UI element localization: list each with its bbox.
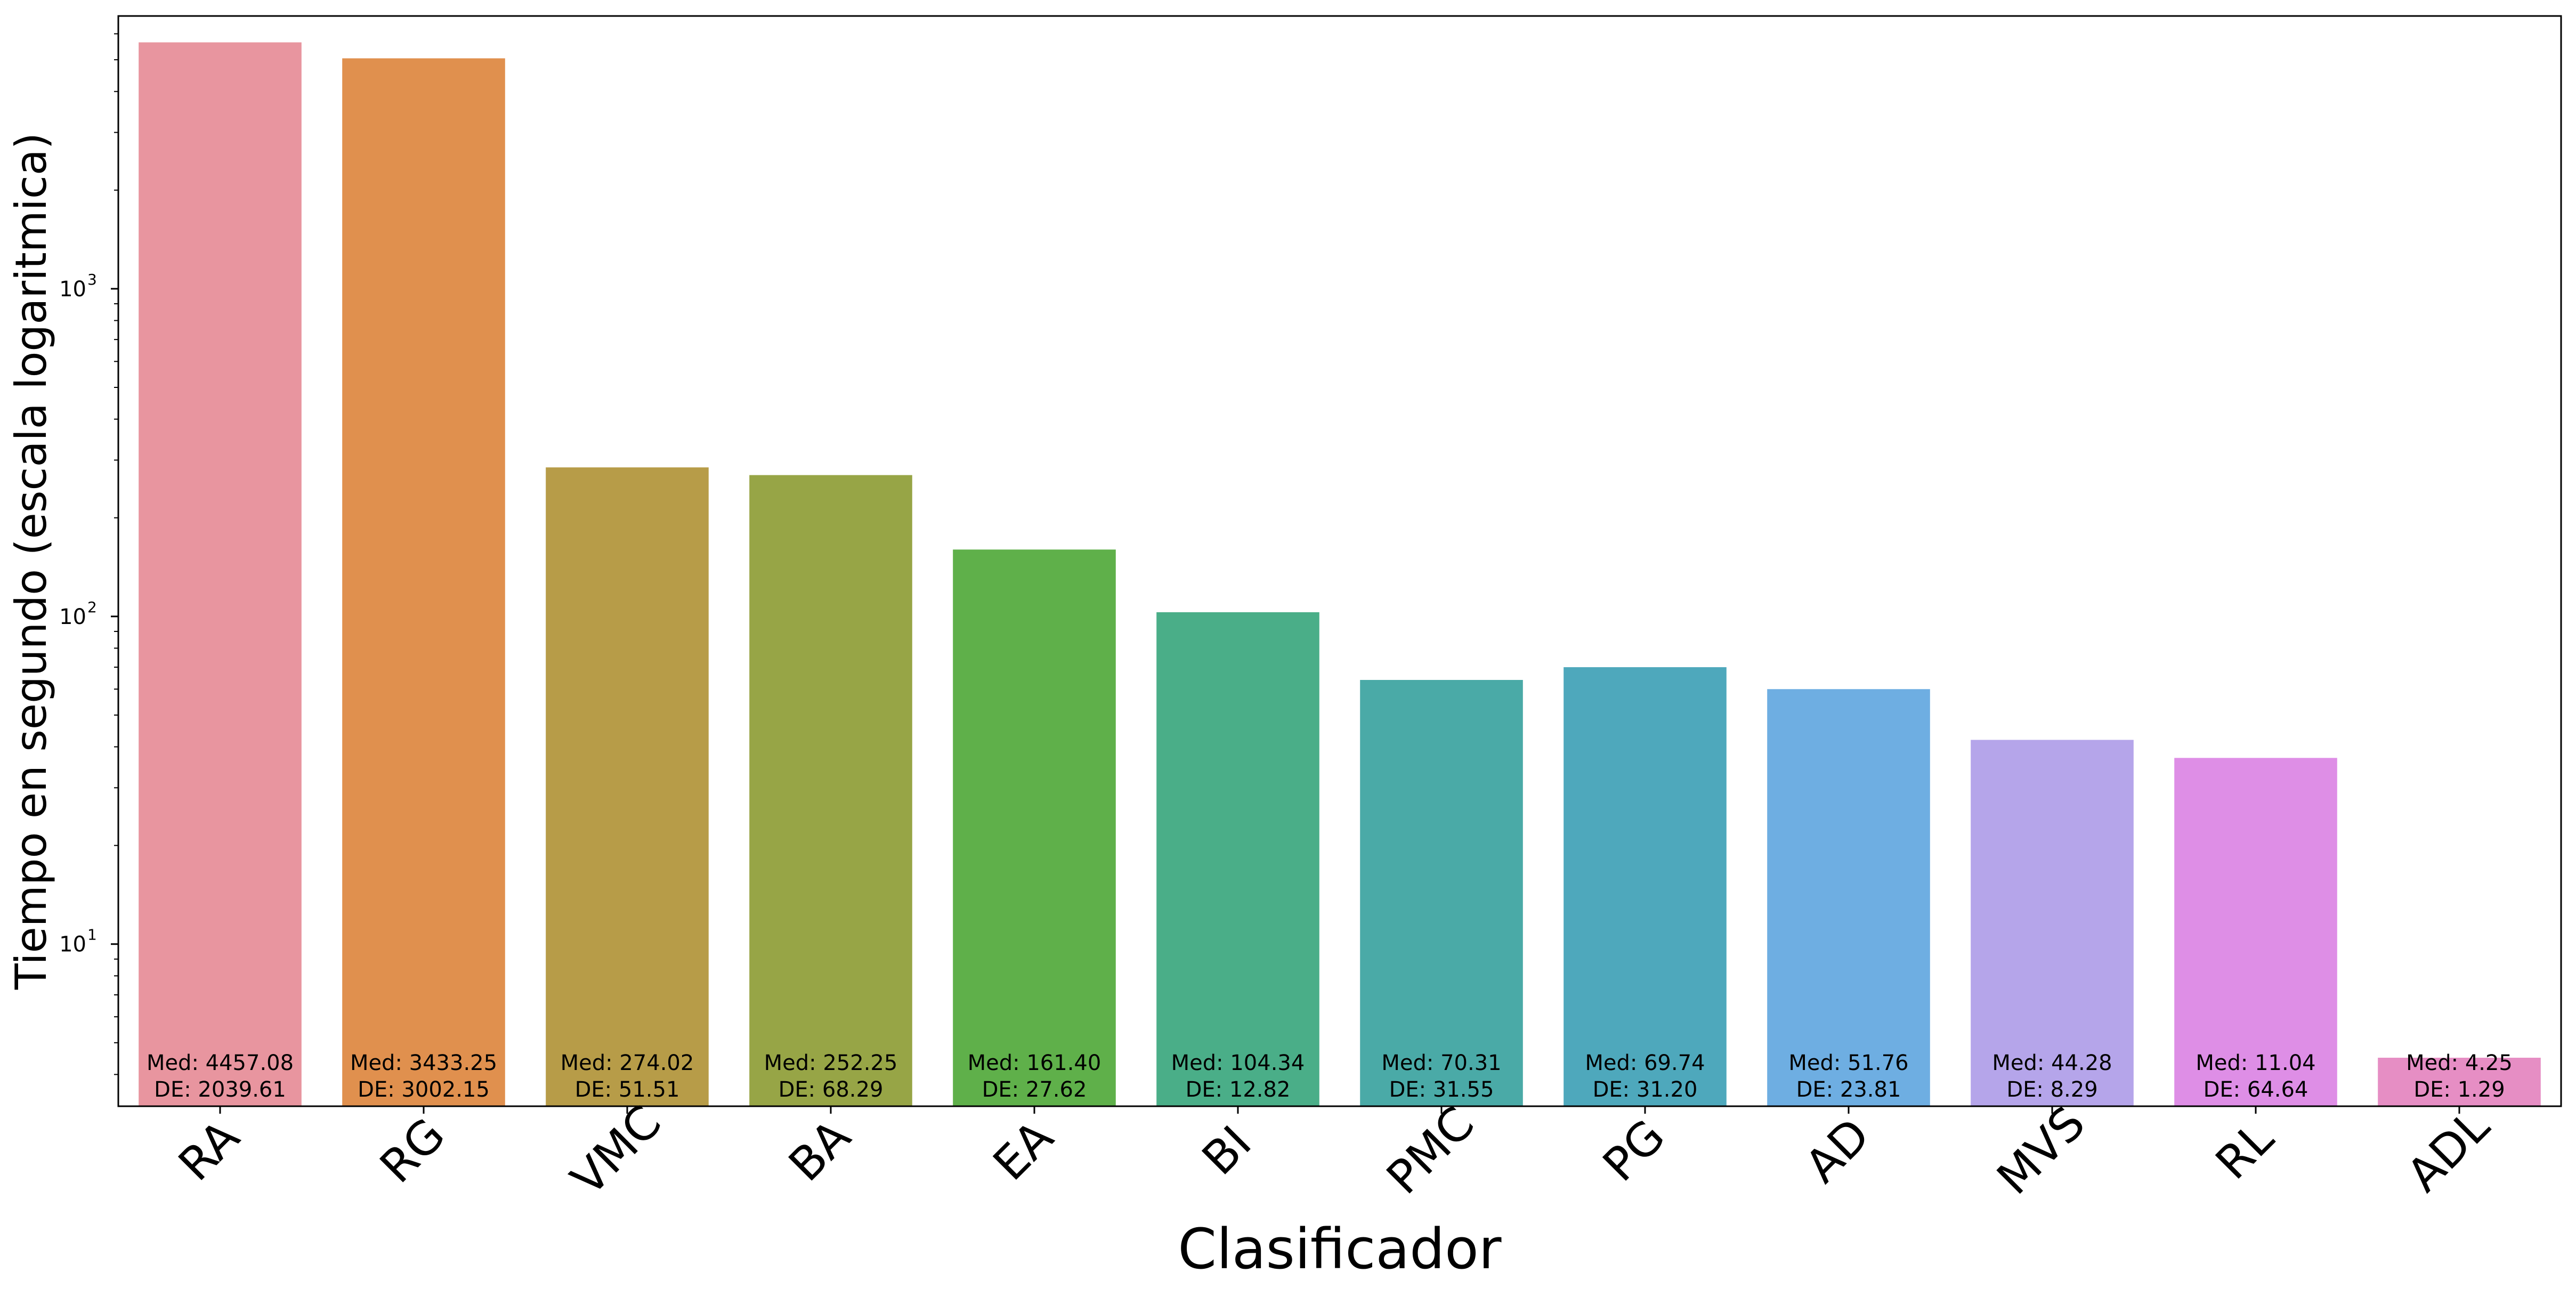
bar-label-sd: DE: 8.29 [2006,1077,2097,1102]
bar-label-median: Med: 44.28 [1992,1051,2112,1075]
bar-label-median: Med: 161.40 [968,1051,1101,1075]
y-tick-exponent: 3 [87,271,97,288]
y-tick-label: 10 [59,933,86,957]
bar-label-median: Med: 11.04 [2196,1051,2315,1075]
bar-label-median: Med: 70.31 [1381,1051,1501,1075]
bar-label-sd: DE: 27.62 [982,1077,1087,1102]
y-tick-exponent: 1 [87,926,97,944]
bar-rl [2174,758,2337,1106]
bar-bi [1156,612,1319,1106]
bar-ad [1767,689,1930,1106]
bar-label-sd: DE: 68.29 [779,1077,884,1102]
bar-label-sd: DE: 3002.15 [358,1077,490,1102]
y-tick-exponent: 2 [87,598,97,616]
bar-label-sd: DE: 31.20 [1593,1077,1698,1102]
bar-label-median: Med: 51.76 [1788,1051,1908,1075]
bar-vmc [546,467,709,1106]
bar-label-median: Med: 3433.25 [350,1051,497,1075]
bar-label-median: Med: 4.25 [2406,1051,2513,1075]
y-tick-label: 10 [59,605,86,629]
bar-label-sd: DE: 12.82 [1186,1077,1291,1102]
bars-layer [139,42,2541,1106]
bar-label-median: Med: 274.02 [561,1051,694,1075]
bar-rg [342,58,505,1106]
bar-label-median: Med: 69.74 [1585,1051,1705,1075]
bar-label-sd: DE: 1.29 [2413,1077,2505,1102]
bar-label-sd: DE: 31.55 [1389,1077,1494,1102]
x-axis-label: Clasificador [1178,1217,1501,1282]
bar-ba [749,475,912,1106]
bar-label-sd: DE: 64.64 [2204,1077,2308,1102]
bar-label-median: Med: 4457.08 [147,1051,294,1075]
bar-ea [953,549,1116,1106]
bar-mvs [1971,740,2134,1106]
bar-ra [139,42,302,1106]
bar-label-sd: DE: 23.81 [1796,1077,1901,1102]
bar-pmc [1360,679,1523,1106]
bar-adl [2378,1057,2541,1106]
bar-pg [1564,667,1727,1106]
bar-label-median: Med: 104.34 [1171,1051,1305,1075]
bar-label-sd: DE: 51.51 [575,1077,680,1102]
plot-area-frame [117,15,2562,1107]
y-axis-label: Tiempo en segundo (escala logaritmica) [6,133,56,990]
y-tick-label: 10 [59,277,86,302]
bar-label-sd: DE: 2039.61 [154,1077,286,1102]
bar-label-median: Med: 252.25 [764,1051,898,1075]
